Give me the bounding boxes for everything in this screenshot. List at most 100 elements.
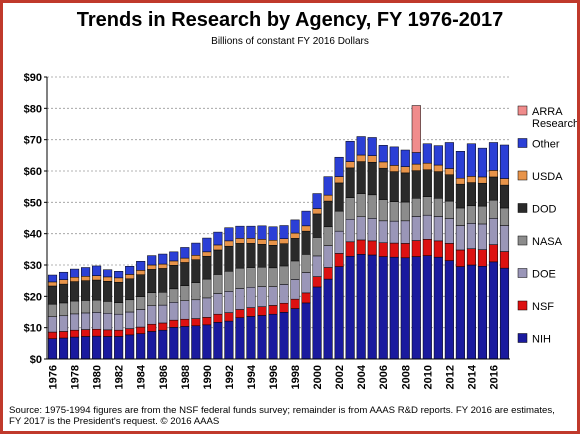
bar-other-2000: [312, 193, 322, 209]
bar-nasa-2016: [488, 199, 499, 219]
bar-doe-2014: [466, 223, 476, 249]
bar-other-2001: [323, 176, 333, 196]
bar-other-2006: [378, 145, 388, 163]
bar-doe-1981: [103, 313, 113, 331]
y-tick-label: $90: [24, 72, 42, 84]
bar-nsf-1985: [147, 323, 157, 332]
bar-nih-1987: [169, 327, 179, 360]
legend-label-doe: DOE: [532, 269, 556, 281]
bar-nsf-2007: [389, 242, 399, 258]
bar-doe-2017: [499, 225, 510, 252]
bar-doe-1993: [235, 288, 245, 310]
bar-nasa-2013: [455, 207, 465, 226]
bar-nasa-1983: [125, 299, 135, 313]
bar-nsf-1978: [70, 329, 80, 338]
bar-nsf-1999: [301, 292, 311, 304]
bar-nih-1998: [290, 308, 300, 360]
bar-nasa-1990: [202, 278, 212, 299]
bar-nasa-2003: [345, 197, 355, 220]
bar-other-1995: [257, 225, 267, 240]
bar-nih-1979: [81, 336, 91, 360]
x-tick-label: 2010: [422, 365, 434, 389]
x-tick-label: 2000: [312, 365, 324, 389]
bar-usda-2009: [411, 163, 421, 171]
bar-doe-1995: [257, 286, 267, 307]
bar-nih-1982: [114, 336, 124, 360]
bar-nsf-1984: [136, 326, 146, 334]
bar-nih-1988: [180, 326, 190, 360]
bar-nih-1992: [224, 320, 234, 360]
bar-nasa-2010: [422, 196, 432, 216]
bar-dod-2013: [455, 183, 465, 209]
bar-doe-1989: [191, 299, 201, 319]
bar-nih-1985: [147, 331, 157, 360]
bar-nih-1994: [246, 316, 256, 360]
bar-nasa-1991: [213, 274, 223, 294]
bar-dod-2005: [367, 161, 377, 196]
x-tick-label: 1994: [246, 364, 258, 389]
bar-nih-1999: [301, 302, 311, 360]
bar-nasa-2011: [433, 198, 443, 217]
bar-dod-1989: [191, 259, 201, 283]
bar-nsf-2008: [400, 243, 410, 259]
bar-usda-1979: [81, 276, 91, 281]
bar-nih-1995: [257, 315, 267, 360]
bar-nsf-1989: [191, 318, 201, 327]
x-tick-label: 1976: [48, 365, 60, 389]
bar-other-2003: [345, 140, 355, 162]
bar-nsf-2005: [367, 240, 377, 256]
bar-dod-2002: [334, 182, 344, 212]
bar-dod-2014: [466, 182, 476, 207]
bar-nsf-1991: [213, 313, 223, 323]
legend-label-dod: DOD: [532, 204, 557, 216]
bar-usda-1993: [235, 238, 245, 244]
bar-dod-1978: [70, 281, 80, 302]
bar-nasa-2002: [334, 210, 344, 232]
stacked-bar-chart: $0 $10 $20 $30 $40 $50 $60 $70 $80 $90 1976 1978 198…: [24, 72, 577, 389]
bar-nih-1986: [158, 329, 168, 360]
bar-nsf-2017: [499, 251, 510, 269]
bar-other-1977: [58, 271, 69, 280]
bar-doe-1994: [246, 286, 256, 308]
x-tick-label: 1990: [202, 365, 214, 389]
x-tick-label: 1988: [180, 365, 192, 389]
bar-nasa-1979: [81, 300, 91, 314]
bar-nih-1990: [202, 324, 212, 360]
y-tick-label: $10: [24, 323, 42, 335]
bar-other-1999: [301, 210, 311, 227]
legend-swatch-nih: [517, 333, 528, 343]
bar-usda-1981: [103, 276, 113, 282]
bar-dod-2017: [499, 184, 510, 209]
bar-usda-1983: [125, 274, 135, 280]
bar-dod-1991: [213, 249, 223, 275]
bar-other-1976: [47, 274, 58, 283]
bar-doe-1980: [92, 312, 102, 330]
bar-nsf-1982: [114, 329, 124, 337]
bar-nasa-1987: [169, 288, 179, 303]
bar-doe-1983: [125, 311, 135, 329]
legend-swatch-nasa: [517, 235, 528, 246]
x-tick-label: 1998: [290, 365, 302, 389]
bar-other-2013: [455, 151, 465, 179]
bar-doe-1996: [268, 286, 278, 306]
legend-swatch-usda: [517, 170, 528, 181]
bar-dod-1998: [290, 238, 300, 262]
bar-nasa-1988: [180, 285, 190, 301]
legend-label-nih: NIH: [532, 334, 551, 346]
bar-dod-2011: [433, 171, 443, 199]
bar-nih-2011: [433, 256, 443, 360]
bar-usda-2002: [334, 176, 344, 184]
bar-dod-1996: [268, 245, 278, 269]
bar-other-1981: [103, 269, 113, 278]
bar-doe-2012: [444, 218, 454, 244]
bar-nasa-1998: [290, 260, 300, 280]
bar-other-1991: [213, 231, 223, 246]
bar-doe-2008: [400, 220, 410, 244]
source-note-line-2: FY 2017 is the President's request. © 20…: [9, 416, 220, 427]
bar-dod-2016: [488, 176, 499, 201]
bar-dod-2009: [411, 170, 421, 199]
bar-nasa-1981: [103, 301, 113, 314]
legend-label-nsf: NSF: [532, 301, 554, 313]
bar-doe-2001: [323, 245, 333, 268]
bar-usda-1976: [47, 281, 58, 287]
